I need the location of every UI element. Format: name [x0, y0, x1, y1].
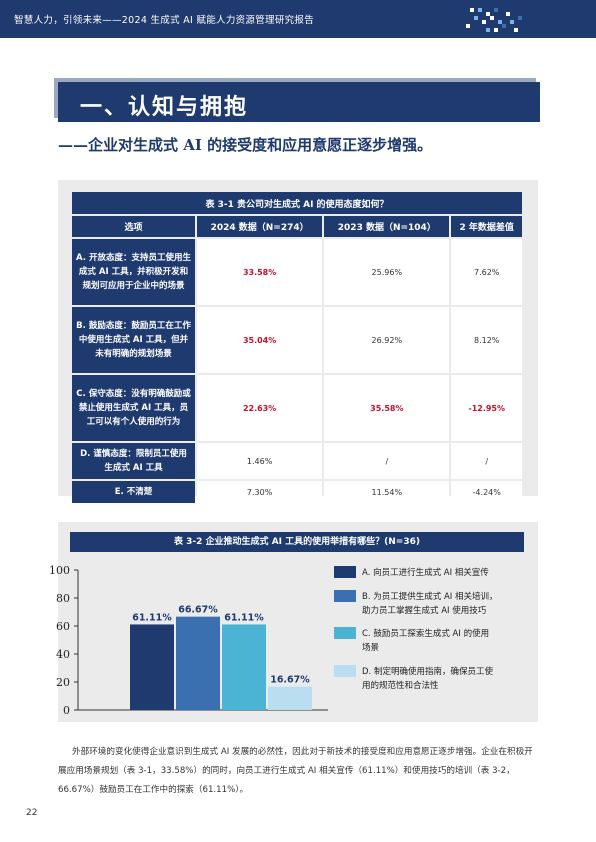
table-row: C. 保守态度：没有明确鼓励或禁止使用生成式 AI 工具，员工可以有个人使用的行…	[72, 375, 522, 441]
legend-label: D. 制定明确使用指南，确保员工使	[362, 667, 493, 677]
table1-cell-2024: 35.04%	[197, 307, 323, 373]
legend-item-c: C. 鼓励员工探索生成式 AI 的使用 场景	[334, 627, 490, 655]
table1-cell-diff: -4.24%	[451, 481, 522, 503]
table1-cell-2023: /	[324, 443, 450, 479]
section-heading-box: 一、认知与拥抱	[54, 78, 540, 122]
table1-cell-2024: 22.63%	[197, 375, 323, 441]
page-number: 22	[26, 808, 38, 818]
y-tick-label: 60	[56, 620, 70, 633]
table1-caption: 表 3-1 贵公司对生成式 AI 的使用态度如何？	[72, 192, 522, 214]
attitude-table: 表 3-1 贵公司对生成式 AI 的使用态度如何？ 选项 2024 数据（N=2…	[70, 190, 524, 505]
header-title: 智慧人力，引领未来——2024 生成式 AI 赋能人力资源管理研究报告	[14, 15, 315, 26]
bar-value-label: 16.67%	[270, 675, 310, 686]
table-row: B. 鼓励态度：鼓励员工在工作中使用生成式 AI 工具，但并未有明确的规划场景 …	[72, 307, 522, 373]
legend-item-b: B. 为员工提供生成式 AI 相关培训， 助力员工掌握生成式 AI 使用技巧	[334, 590, 498, 618]
legend-label: 助力员工掌握生成式 AI 使用技巧	[362, 606, 487, 616]
bar-value-label: 61.11%	[224, 612, 264, 623]
table1-cell-diff: /	[451, 443, 522, 479]
legend-label: 场景	[362, 643, 380, 653]
table1-header-2023: 2023 数据（N=104）	[324, 216, 450, 237]
bar-value-label: 61.11%	[132, 612, 172, 623]
chart-title: 表 3-2 企业推动生成式 AI 工具的使用举措有哪些？(N=36)	[70, 532, 524, 552]
bar	[176, 616, 220, 710]
table1-cell-2023: 25.96%	[324, 239, 450, 305]
table1-cell-2023: 11.54%	[324, 481, 450, 503]
table1-option-e: E. 不清楚	[72, 481, 195, 503]
bar-chart: 0 20 40 60 80 100 61.11% 66.67% 61.11% 16.67%	[49, 564, 328, 717]
table1-cell-diff: 7.62%	[451, 239, 522, 305]
table1-cell-2024: 1.46%	[197, 443, 323, 479]
table1-option-b: B. 鼓励态度：鼓励员工在工作中使用生成式 AI 工具，但并未有明确的规划场景	[72, 307, 195, 373]
legend-item-a: A. 向员工进行生成式 AI 相关宣传	[334, 566, 489, 580]
table1-option-d: D. 谨慎态度：限制员工使用生成式 AI 工具	[72, 443, 195, 479]
section-heading: 一、认知与拥抱	[80, 95, 249, 120]
header-bar: 智慧人力，引领未来——2024 生成式 AI 赋能人力资源管理研究报告	[0, 0, 596, 38]
table1-cell-2023: 35.58%	[324, 375, 450, 441]
y-tick-label: 0	[63, 704, 70, 717]
bar	[130, 624, 174, 710]
table1-option-c: C. 保守态度：没有明确鼓励或禁止使用生成式 AI 工具，员工可以有个人使用的行…	[72, 375, 195, 441]
y-tick-label: 20	[56, 676, 70, 689]
table1-header-2024: 2024 数据（N=274）	[197, 216, 323, 237]
table-row: E. 不清楚 7.30% 11.54% -4.24%	[72, 481, 522, 503]
table-row: A. 开放态度：支持员工使用生成式 AI 工具，并积极开发和规划可应用于企业中的…	[72, 239, 522, 305]
y-tick-label: 80	[56, 592, 70, 605]
legend-item-d: D. 制定明确使用指南，确保员工使 用的规范性和合法性	[334, 665, 493, 693]
table1-cell-2024: 7.30%	[197, 481, 323, 503]
legend-label: 用的规范性和合法性	[362, 681, 439, 691]
bar	[268, 686, 312, 710]
table-row: D. 谨慎态度：限制员工使用生成式 AI 工具 1.46% / /	[72, 443, 522, 479]
legend-swatch	[334, 627, 356, 639]
y-tick-label: 40	[56, 648, 70, 661]
table1-cell-2024: 33.58%	[197, 239, 323, 305]
body-paragraph: 外部环境的变化使得企业意识到生成式 AI 发展的必然性，因此对于新技术的接受度和…	[58, 747, 533, 795]
bar	[222, 624, 266, 710]
legend-label: B. 为员工提供生成式 AI 相关培训，	[362, 592, 498, 602]
legend-swatch	[334, 590, 356, 602]
table1-header-diff: 2 年数据差值	[451, 216, 522, 237]
table1-cell-diff: 8.12%	[451, 307, 522, 373]
table1-header-option: 选项	[72, 216, 195, 237]
bar-value-label: 66.67%	[178, 605, 218, 616]
section-subtitle: ——企业对生成式 AI 的接受度和应用意愿正逐步增强。	[58, 136, 433, 154]
legend-label: A. 向员工进行生成式 AI 相关宣传	[362, 568, 489, 578]
y-tick-label: 100	[49, 564, 70, 577]
legend-swatch	[334, 665, 356, 677]
table1-option-a: A. 开放态度：支持员工使用生成式 AI 工具，并积极开发和规划可应用于企业中的…	[72, 239, 195, 305]
legend-swatch	[334, 566, 356, 578]
table1-cell-diff: -12.95%	[451, 375, 522, 441]
table1-cell-2023: 26.92%	[324, 307, 450, 373]
legend-label: C. 鼓励员工探索生成式 AI 的使用	[362, 629, 490, 639]
